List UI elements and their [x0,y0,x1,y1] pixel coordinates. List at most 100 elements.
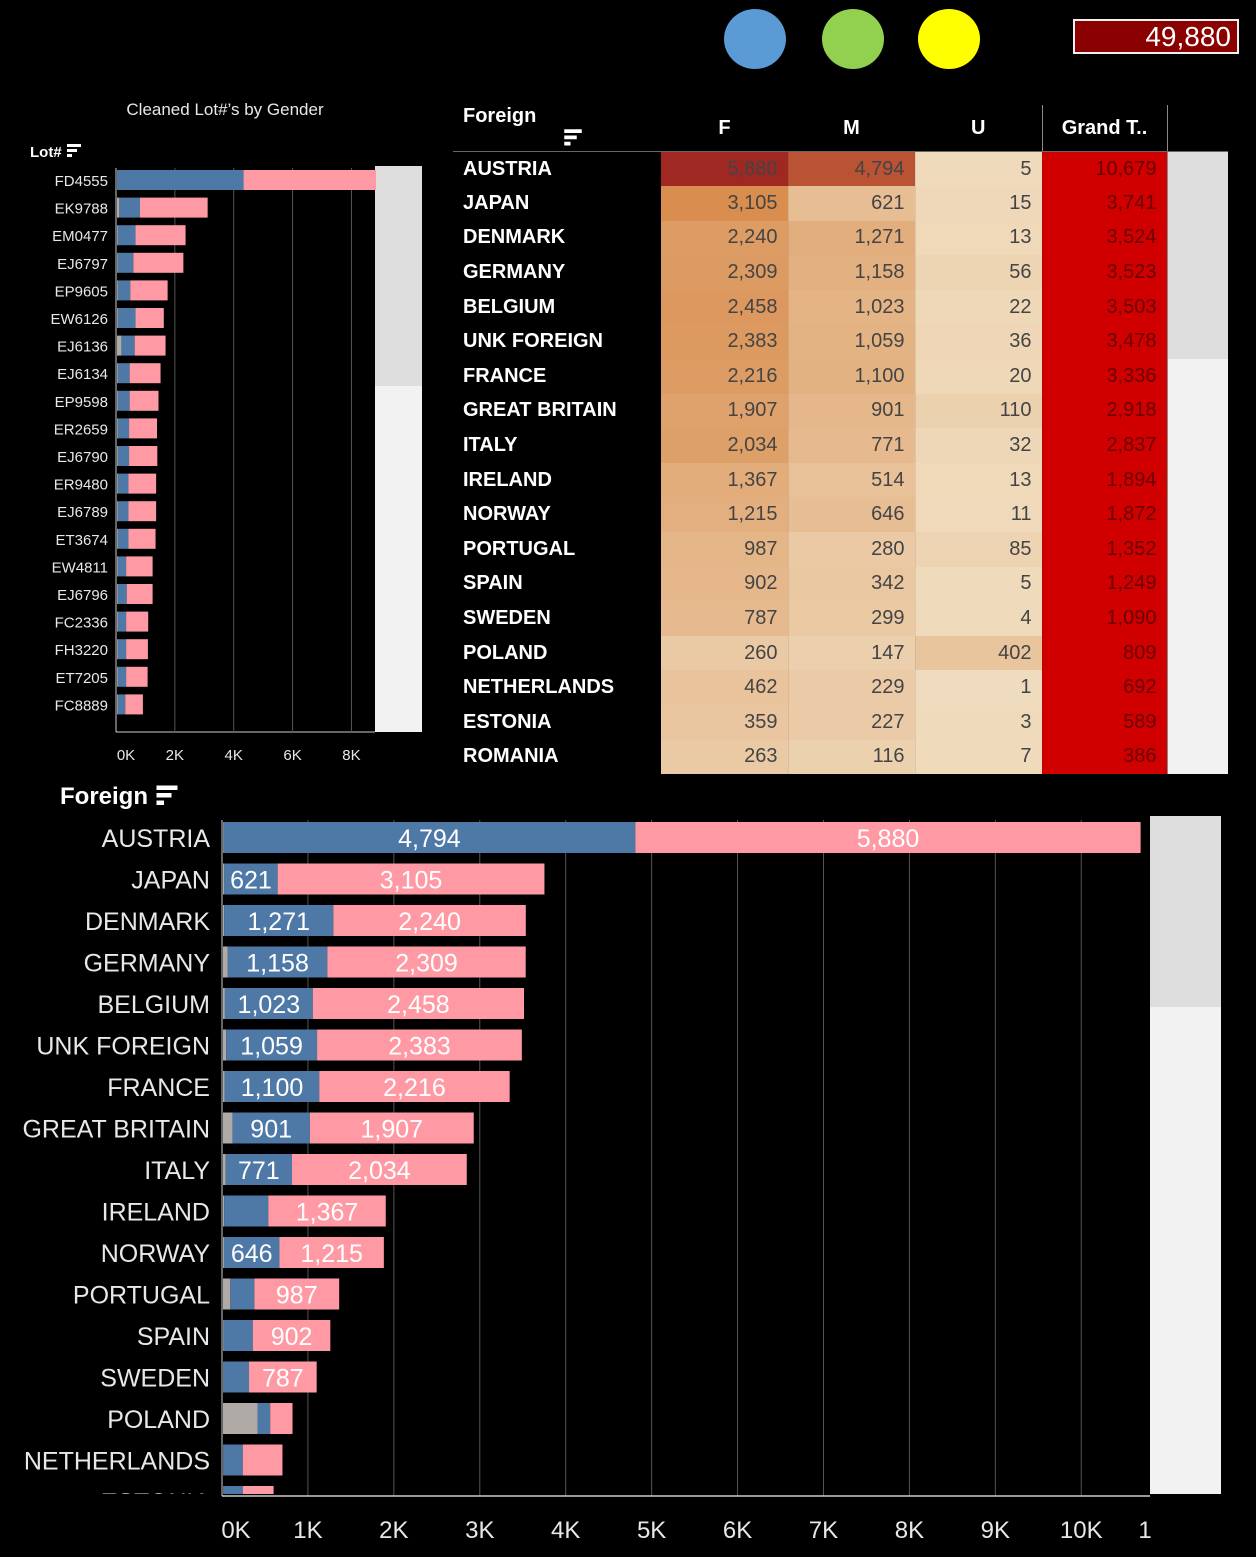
m-cell: 1,059 [788,324,916,360]
u-cell: 5 [915,566,1043,602]
big-data-label: 2,309 [395,950,458,978]
big-category-label: BELGIUM [97,991,210,1019]
big-bar-segment [279,1237,384,1268]
legend-dot-blue[interactable] [724,9,786,69]
big-bar-segment [223,1237,224,1268]
table-row[interactable]: DENMARK 2,240 1,271 13 3,524 [453,220,1228,256]
mini-category-label: EW6126 [50,311,108,328]
mini-bar-segment [117,390,130,411]
table-row[interactable]: BELGIUM 2,458 1,023 22 3,503 [453,289,1228,325]
big-bar-segment [230,1278,255,1310]
table-row[interactable]: ITALY 2,034 771 32 2,837 [453,428,1228,463]
table-scrollbar[interactable] [1167,739,1228,775]
table-row[interactable]: ESTONIA 359 227 3 589 [453,705,1228,740]
big-bar-segment [223,1278,231,1310]
big-scrollbar-thumb[interactable] [1150,816,1221,1007]
big-data-label: 787 [262,1365,304,1393]
header-foreign[interactable]: Foreign [453,105,661,152]
big-data-label: 621 [230,867,272,895]
f-cell: 902 [661,566,789,602]
header-grand-total[interactable]: Grand T.. [1041,105,1168,152]
mini-bar-segment [128,528,156,549]
header-m[interactable]: M [788,105,915,152]
header-f[interactable]: F [661,105,788,152]
sort-icon[interactable] [66,143,82,159]
table-scrollbar[interactable] [1167,151,1228,187]
mini-bar-segment [117,473,129,494]
table-row[interactable]: NETHERLANDS 462 229 1 692 [453,670,1228,705]
big-bars: AUSTRIA 4,794 5,880 JAPAN 621 3,105 DENMARK 1,2… [22,822,1141,1494]
mini-bar-segment [117,666,127,687]
big-bar-segment [242,1486,274,1494]
big-category-label: FRANCE [107,1074,210,1102]
big-bar-segment [223,1071,225,1102]
table-row[interactable]: FRANCE 2,216 1,100 20 3,336 [453,359,1228,394]
table-row[interactable]: JAPAN 3,105 621 15 3,741 [453,186,1228,221]
table-scrollbar[interactable] [1167,220,1228,256]
table-scrollbar[interactable] [1167,324,1228,360]
f-cell: 5,880 [661,151,789,187]
legend-dot-yellow[interactable] [918,9,980,69]
gt-cell: 692 [1041,670,1168,705]
big-x-tick: 5K [637,1517,666,1544]
table-scrollbar[interactable] [1167,359,1228,394]
big-bar-segment [635,822,1141,853]
table-scrollbar[interactable] [1167,497,1228,533]
big-bar-segment [227,946,328,978]
mini-bar-segment [117,225,118,246]
table-scrollbar[interactable] [1167,289,1228,325]
table-row[interactable]: GREAT BRITAIN 1,907 901 110 2,918 [453,393,1228,429]
table-scrollbar[interactable] [1167,566,1228,602]
table-row[interactable]: GERMANY 2,309 1,158 56 3,523 [453,255,1228,290]
big-bar-segment [223,1195,225,1227]
big-x-tick: 8K [895,1517,924,1544]
table-scrollbar[interactable] [1167,393,1228,429]
table-scrollbar[interactable] [1167,428,1228,463]
u-cell: 7 [915,739,1043,775]
mini-scrollbar-thumb[interactable] [375,166,422,386]
big-data-label: 1,158 [246,950,309,978]
mini-bar-segment [139,197,208,218]
table-row[interactable]: ROMANIA 263 116 7 386 [453,739,1228,775]
table-scrollbar[interactable] [1167,532,1228,567]
table-row[interactable]: IRELAND 1,367 514 13 1,894 [453,462,1228,498]
table-row[interactable]: NORWAY 1,215 646 11 1,872 [453,497,1228,533]
table-row[interactable]: SWEDEN 787 299 4 1,090 [453,601,1228,636]
table-scrollbar[interactable] [1167,255,1228,290]
mini-x-tick: 2K [166,747,184,764]
lot-header[interactable]: Lot# [30,143,82,161]
table-row[interactable]: UNK FOREIGN 2,383 1,059 36 3,478 [453,324,1228,360]
sort-icon[interactable] [563,128,583,148]
total-count-badge: 49,880 [1073,19,1239,54]
table-scrollbar[interactable] [1167,462,1228,498]
mini-bar-segment [126,584,153,604]
big-x-tick: 2K [379,1517,408,1544]
header-u[interactable]: U [915,105,1042,152]
table-scrollbar[interactable] [1167,705,1228,740]
table-row[interactable]: SPAIN 902 342 5 1,249 [453,566,1228,602]
mini-bar-segment [117,639,127,660]
mini-category-label: EJ6790 [57,449,108,466]
table-scrollbar[interactable] [1167,670,1228,705]
table-scrollbar[interactable] [1167,186,1228,221]
table-row[interactable]: AUSTRIA 5,880 4,794 5 10,679 [453,151,1228,187]
sort-icon[interactable] [155,784,179,808]
foreign-header[interactable]: Foreign [60,783,179,811]
legend-dot-green[interactable] [822,9,884,69]
country-cell: NETHERLANDS [453,670,661,705]
big-category-label: SWEDEN [100,1365,210,1393]
m-cell: 116 [788,739,916,775]
mini-category-label: EW4811 [52,559,108,576]
m-cell: 901 [788,393,916,429]
f-cell: 263 [661,739,789,775]
table-row[interactable]: PORTUGAL 987 280 85 1,352 [453,532,1228,567]
table-scrollbar[interactable] [1167,601,1228,636]
country-cell: AUSTRIA [453,151,661,187]
country-cell: ROMANIA [453,739,661,775]
u-cell: 32 [915,428,1043,463]
m-cell: 229 [788,670,916,705]
table-scrollbar[interactable] [1167,635,1228,671]
gt-cell: 386 [1041,739,1168,775]
table-row[interactable]: POLAND 260 147 402 809 [453,635,1228,671]
big-category-label: POLAND [107,1406,210,1434]
